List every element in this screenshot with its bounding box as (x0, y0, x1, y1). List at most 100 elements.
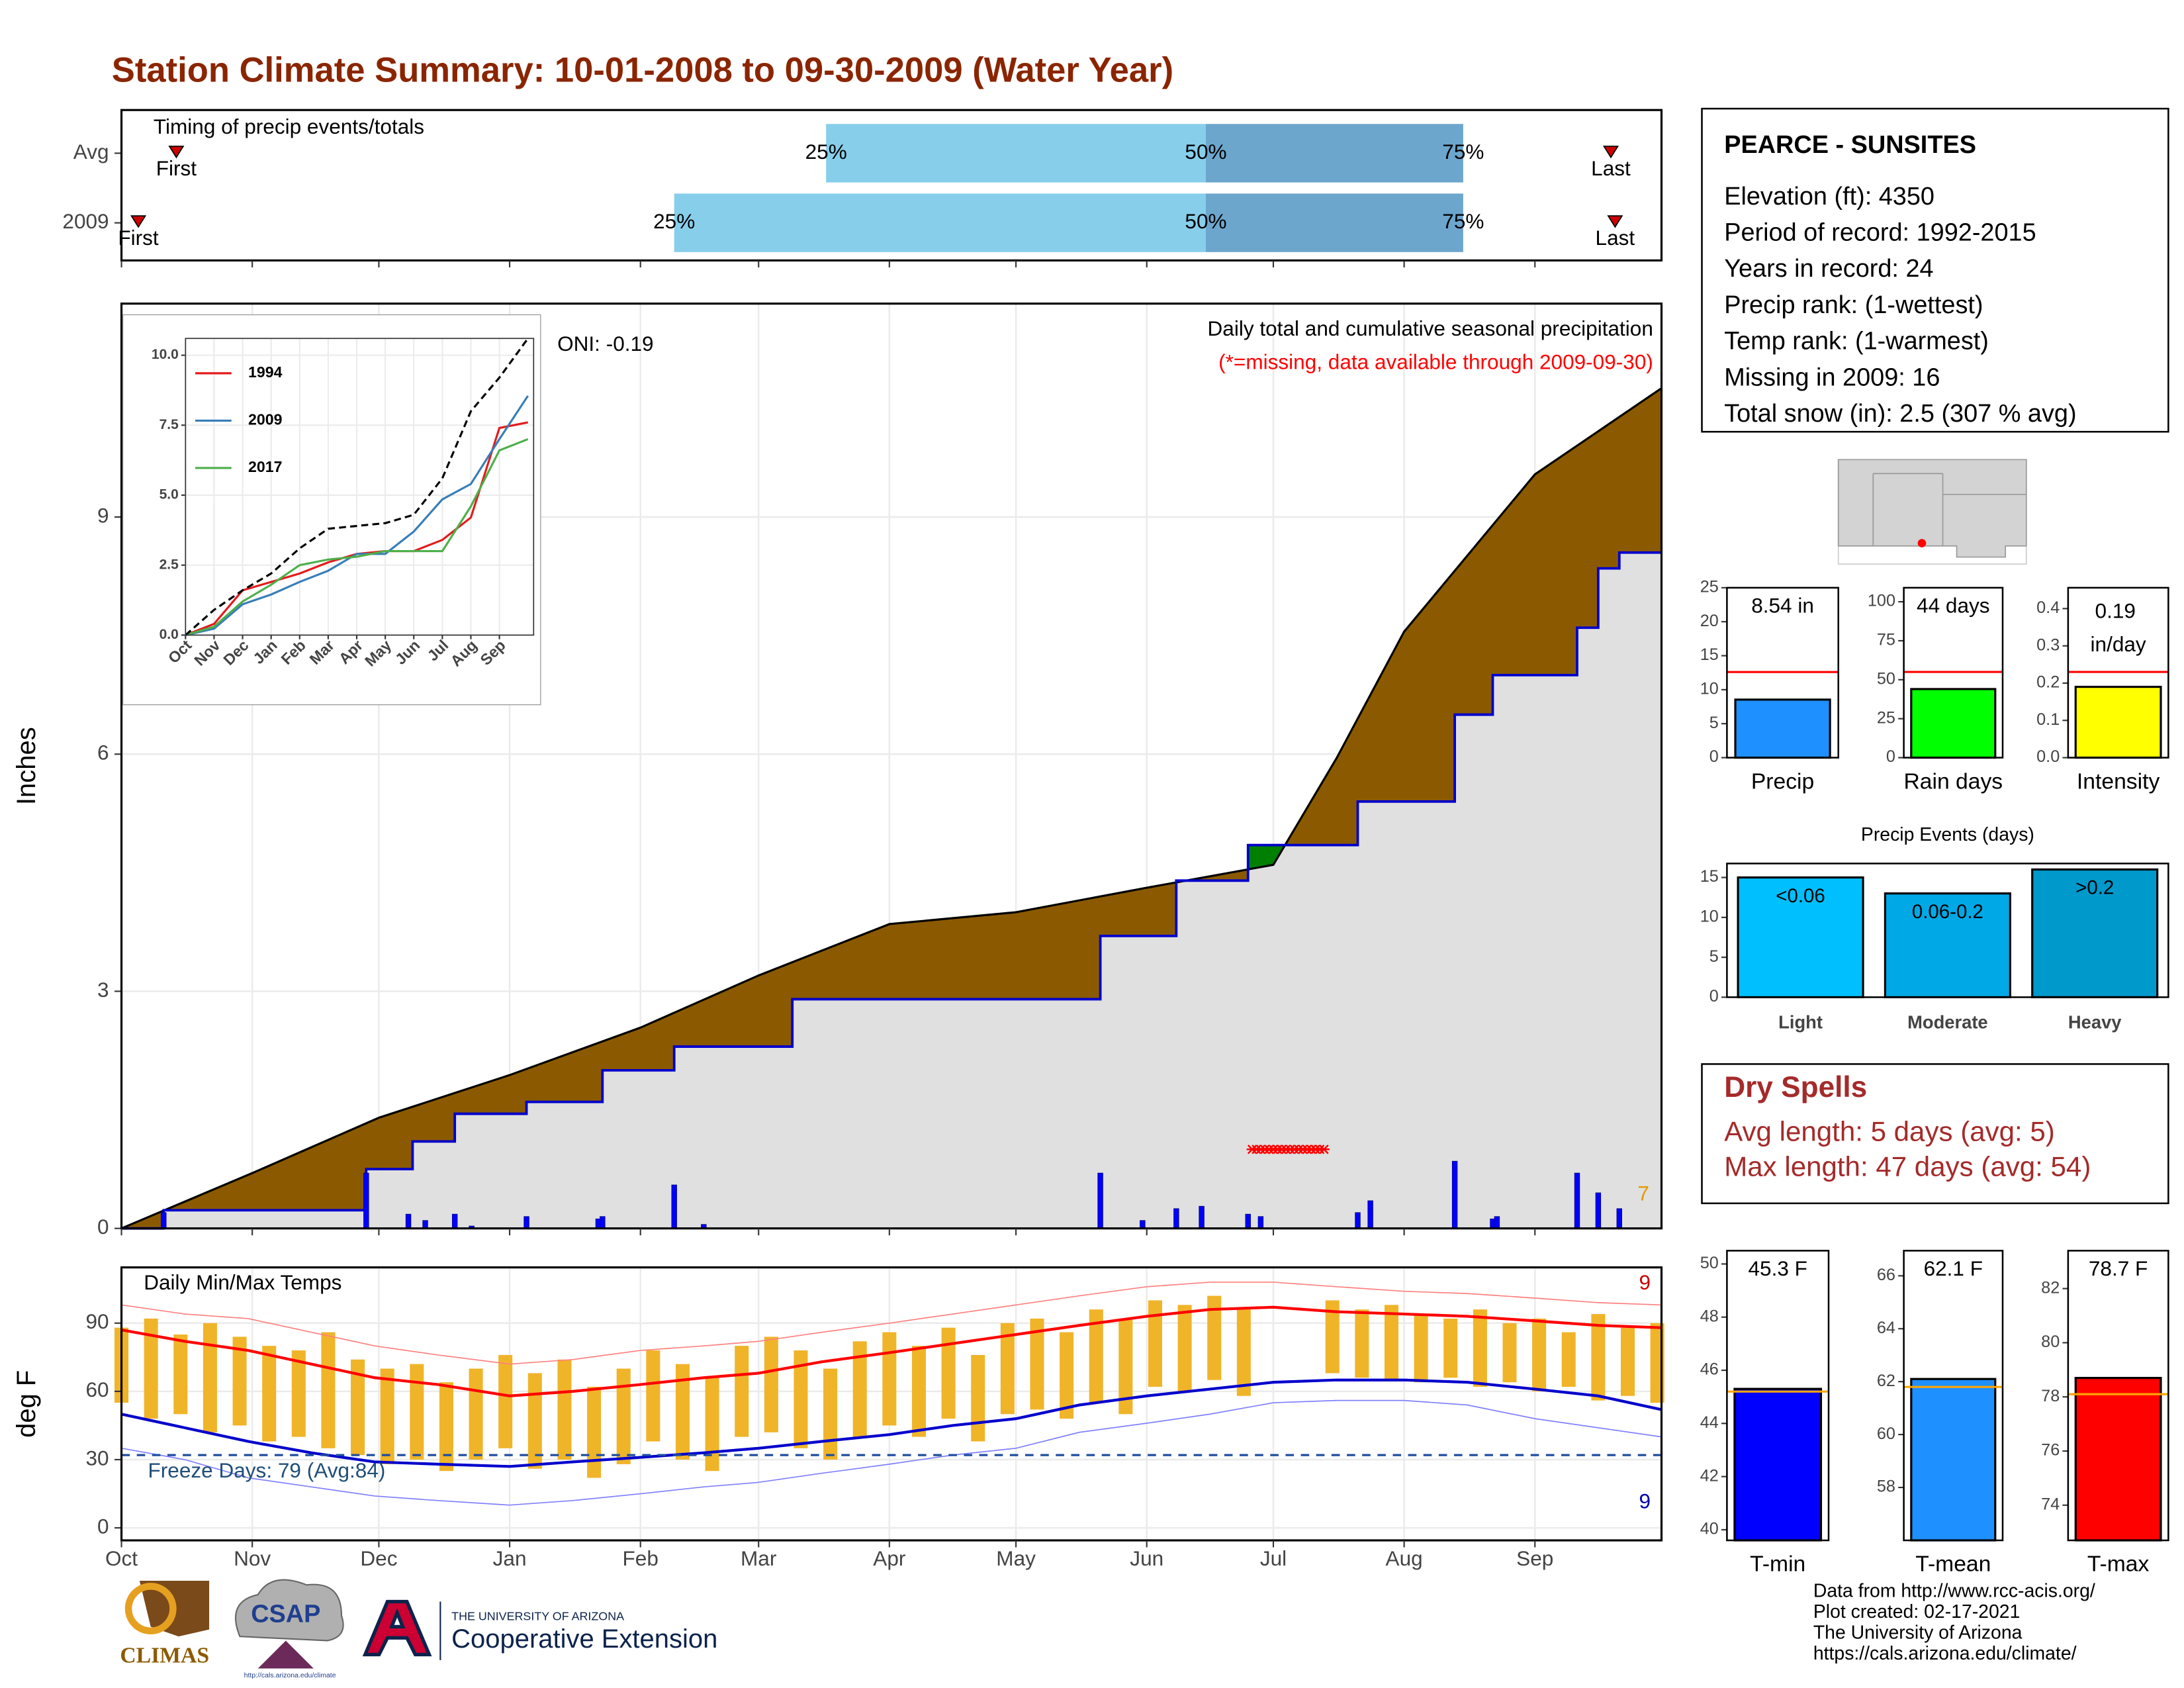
x-tick-label: Jun (1130, 1546, 1163, 1570)
station-line: Precip rank: (1-wettest) (1724, 291, 1983, 319)
event-marker (1607, 215, 1623, 228)
x-tick-label: Apr (873, 1546, 905, 1570)
y-tick-label: 20 (1700, 612, 1719, 630)
x-tick-label: Sep (1516, 1546, 1553, 1570)
y-tick-label: 0.4 (2036, 598, 2060, 617)
y-tick-label: 2009 (62, 209, 109, 233)
inset-line (185, 338, 529, 636)
climas-sun (124, 1583, 177, 1634)
csap-mountain (257, 1640, 314, 1669)
y-tick-label: Avg (73, 140, 109, 164)
station-info: Elevation (ft): 4350 Period of record: 19… (1724, 183, 2076, 428)
y-tick-label: 0.3 (2036, 635, 2060, 654)
marker-label: First (118, 226, 159, 250)
y-tick-label: 10 (1700, 680, 1719, 698)
daily-precip-bar (1451, 1160, 1458, 1229)
freeze-label: Freeze Days: 79 (Avg:84) (148, 1458, 386, 1482)
bar (1737, 876, 1864, 999)
temp-range-bar (911, 1346, 926, 1437)
temp-range-bar (144, 1318, 158, 1419)
station-name: PEARCE - SUNSITES (1724, 131, 1976, 159)
value-label: 78.7 F (2089, 1256, 2148, 1280)
y-tick-label: 5 (1709, 947, 1719, 966)
missing-marker (1318, 1145, 1330, 1154)
y-tick-label: 90 (86, 1309, 109, 1333)
footer-line: https://cals.arizona.edu/climate/ (1813, 1643, 2077, 1664)
temp-range-bar (616, 1368, 631, 1464)
temp-range-bar (1207, 1295, 1222, 1380)
inset-line (185, 395, 529, 636)
legend-label: 2009 (248, 411, 282, 428)
x-tick-label: Mar (741, 1546, 776, 1570)
temp-range-bar (527, 1373, 542, 1469)
csap-url: http://cals.arizona.edu/climate (244, 1671, 336, 1679)
y-tick-label: 10.0 (152, 347, 179, 362)
daily-precip-bar (1199, 1205, 1205, 1229)
bar (1733, 1387, 1823, 1542)
logos: CLIMAS CSAP http://cals.arizona.edu/clim… (120, 1579, 717, 1679)
quantile-label: 75% (1442, 140, 1484, 164)
y-tick-label: 6 (97, 741, 109, 765)
y-tick-label: 7.5 (159, 417, 179, 432)
panel-title: Daily Min/Max Temps (144, 1270, 341, 1294)
temp-range-bar (1473, 1309, 1487, 1387)
temp-range-bar (321, 1332, 336, 1448)
temp-range-bar (1591, 1314, 1606, 1401)
avg-line (120, 387, 1662, 1230)
bar (2074, 686, 2162, 759)
y-tick-label: 0 (1886, 747, 1895, 766)
daily-precip-bar (1245, 1213, 1251, 1229)
temp-range-bar (232, 1336, 247, 1426)
map-land (1837, 459, 2027, 558)
temp-range-bar (439, 1382, 453, 1472)
bar-border (1726, 586, 1839, 759)
legend-label: 2017 (248, 458, 282, 475)
y-tick-label: 60 (1877, 1425, 1895, 1443)
y-tick-label: 78 (2041, 1387, 2060, 1405)
daily-precip-bar (1355, 1212, 1361, 1229)
x-category-label: Intensity (2077, 769, 2160, 794)
value-label: 44 days (1917, 594, 1990, 618)
temp-range-bar (291, 1350, 306, 1437)
temp-range-bar (1561, 1332, 1576, 1387)
daily-precip-bar (1595, 1192, 1602, 1229)
ua-text: THE UNIVERSITY OF ARIZONA (451, 1609, 624, 1622)
daily-precip-bar (1257, 1216, 1264, 1229)
station-line: Period of record: 1992-2015 (1724, 218, 2036, 246)
bar (1884, 892, 2011, 999)
y-tick-label: 15 (1700, 645, 1719, 664)
marker-label: First (156, 156, 197, 180)
daily-precip-bar (1616, 1208, 1622, 1229)
y-tick-label: 5 (1709, 714, 1719, 732)
temp-range-bar (1236, 1309, 1251, 1396)
temp-range-bar (1355, 1309, 1369, 1378)
value-label: 62.1 F (1924, 1256, 1983, 1280)
dry-spell-title: Dry Spells (1724, 1071, 1867, 1103)
dry-spell-box (1701, 1063, 2169, 1205)
bar-border (1726, 1250, 1830, 1542)
high-count: 9 (1639, 1270, 1651, 1294)
inset-line (185, 438, 529, 636)
bar-border (1726, 863, 2169, 998)
event-marker (1602, 146, 1619, 159)
temp-range-bar (764, 1336, 778, 1432)
event-marker (130, 215, 147, 228)
ua-logo (362, 1599, 432, 1657)
panel-border (120, 1266, 1663, 1542)
daily-precip-bar (1140, 1220, 1146, 1229)
x-tick-label: May (996, 1546, 1036, 1570)
quartile-bar (1205, 193, 1463, 252)
marker-label: Last (1591, 156, 1631, 180)
inset-bg (185, 338, 534, 635)
temp-range-bar (203, 1323, 217, 1432)
y-tick-label: 5.0 (159, 487, 179, 502)
temp-range-bar (1118, 1318, 1133, 1415)
y-tick-label: 50 (1700, 1254, 1719, 1272)
csap-cloud (234, 1579, 344, 1642)
panel-border (120, 303, 1663, 1230)
x-category-label: Moderate (1907, 1012, 1988, 1033)
dry-spell-line: Avg length: 5 days (avg: 5) (1724, 1116, 2055, 1147)
y-tick-label: 100 (1868, 592, 1895, 610)
bar (1910, 1378, 1997, 1542)
